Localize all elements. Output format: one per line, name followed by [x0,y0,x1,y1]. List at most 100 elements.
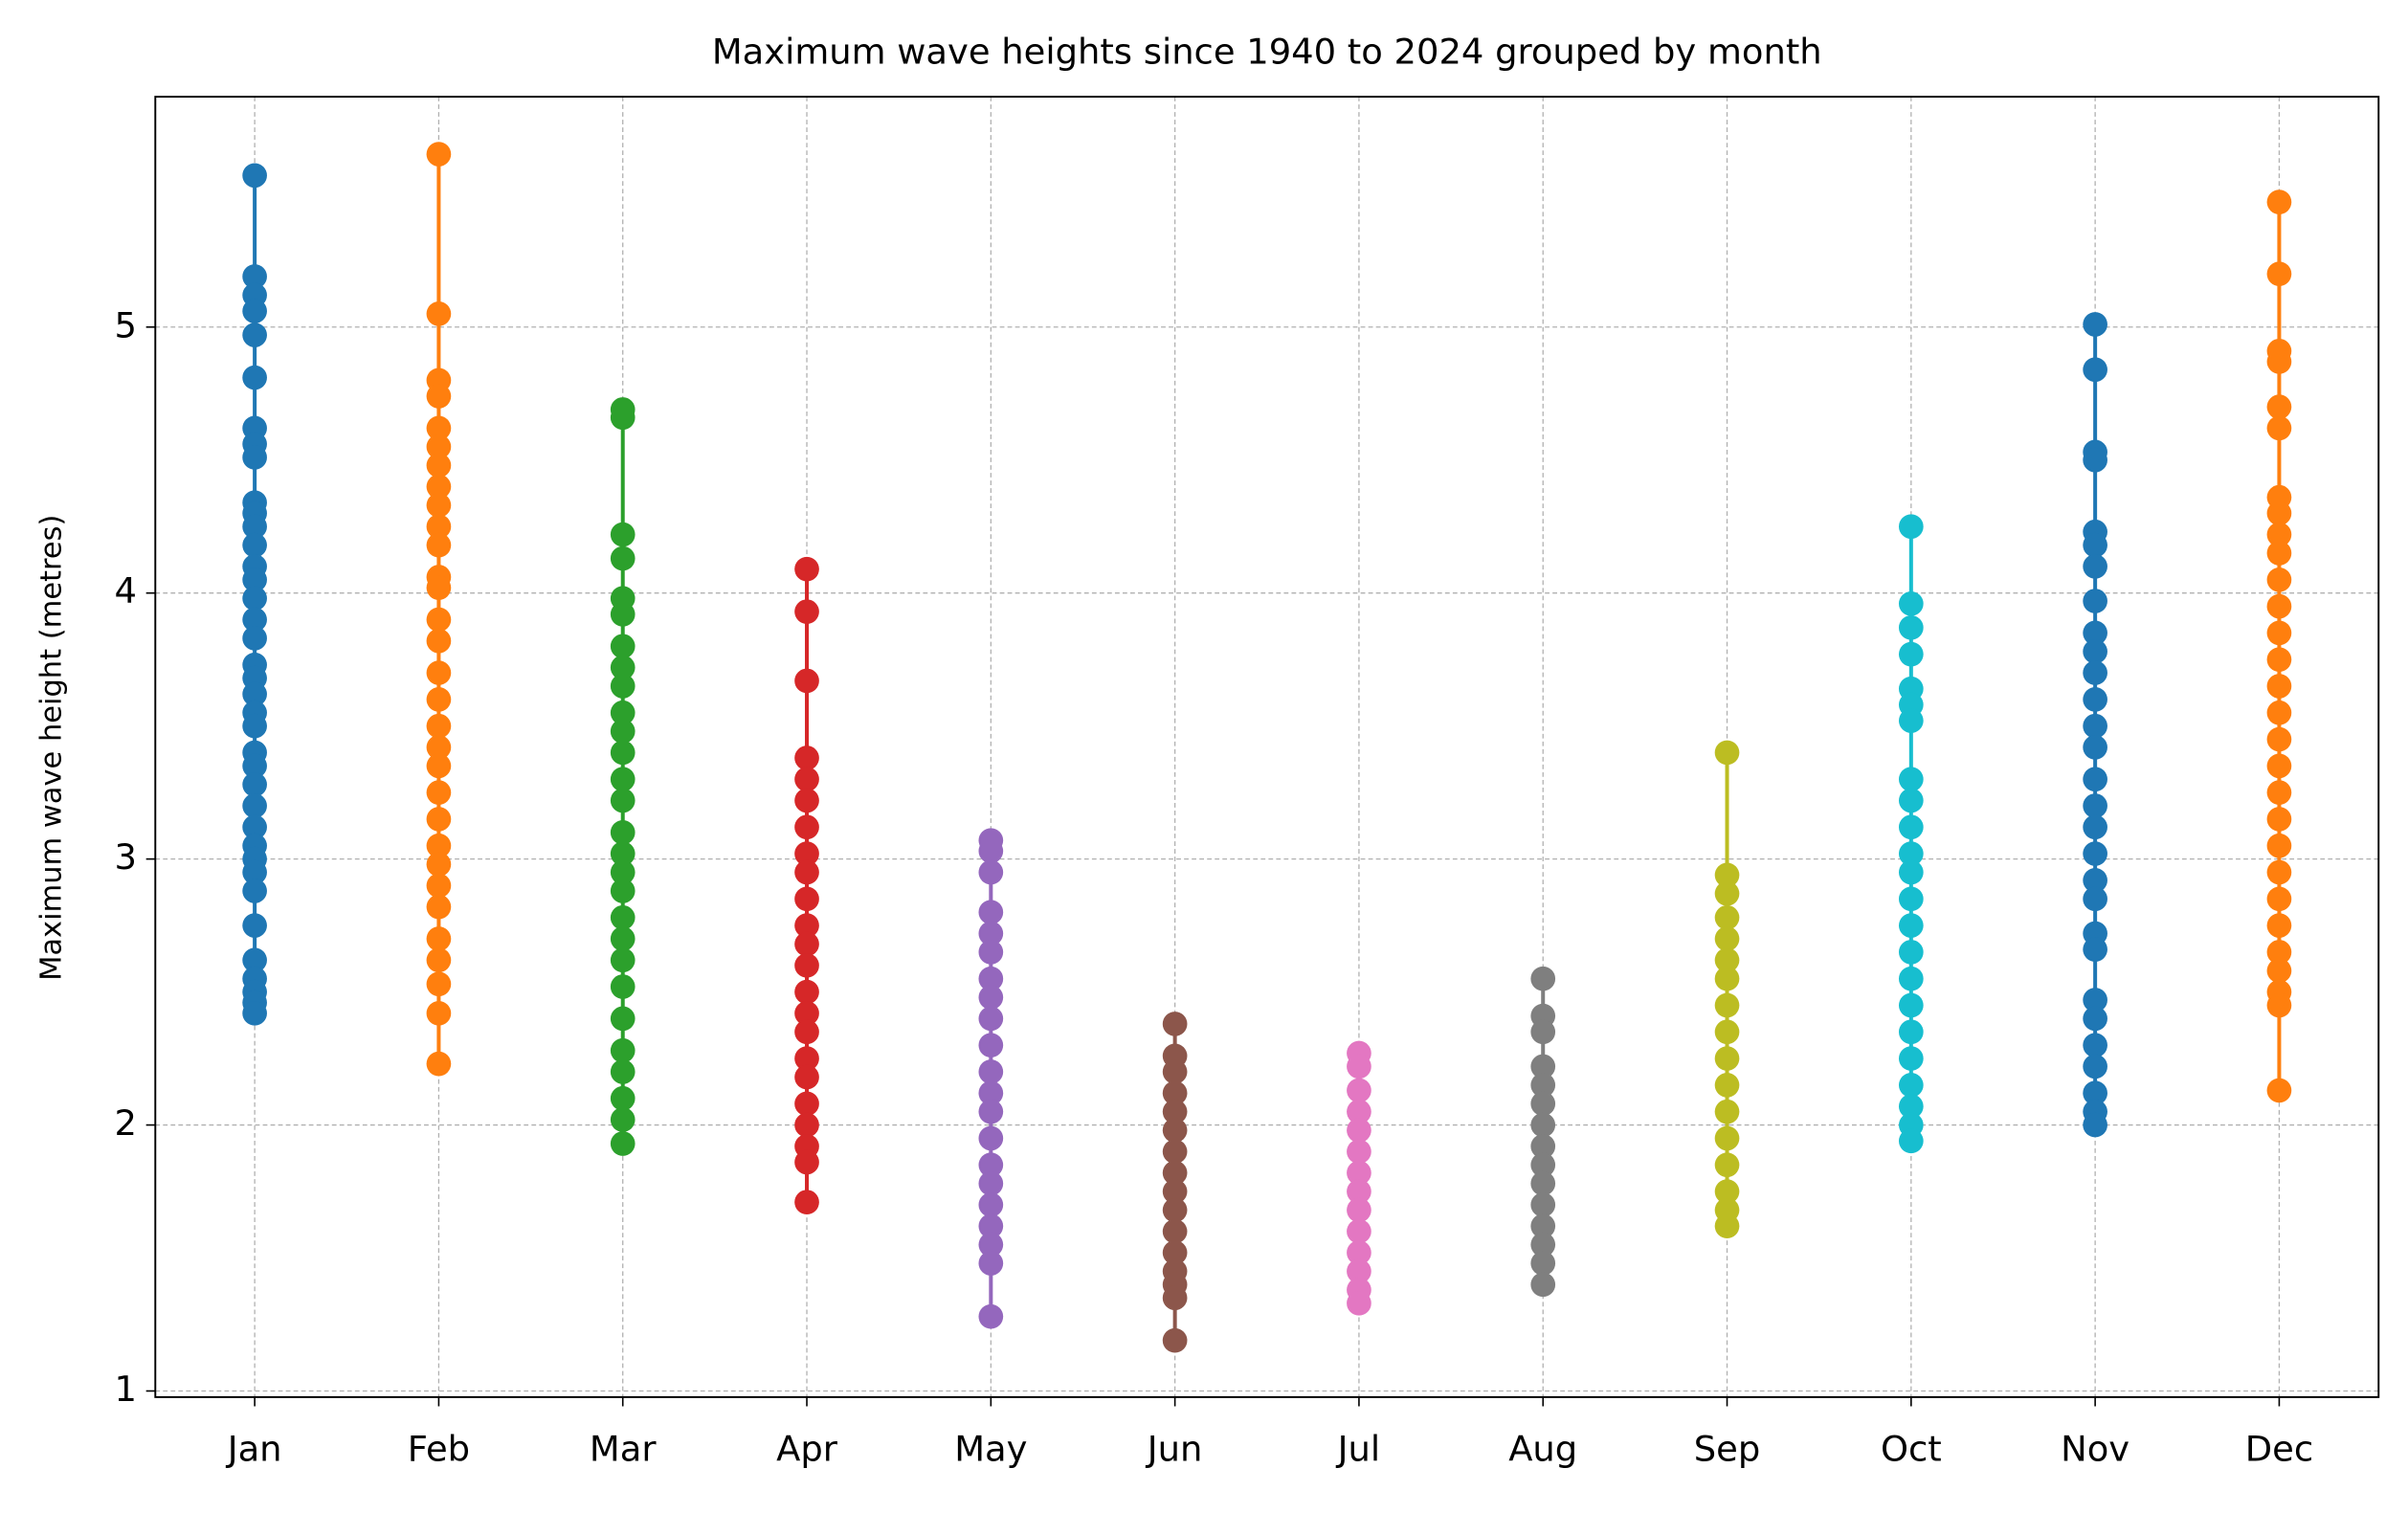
data-point [2083,814,2107,840]
data-point [1898,966,1924,991]
data-point [1347,1099,1371,1124]
data-point [1530,1272,1556,1298]
data-point [1530,1054,1556,1079]
data-point [242,299,267,323]
data-point [610,719,635,745]
data-point [1162,1285,1188,1311]
data-point [1898,841,1924,866]
data-point [242,264,267,289]
data-point [1898,788,1924,813]
data-point [2083,687,2107,712]
data-point [1898,1128,1924,1154]
y-tick-label: 2 [115,1102,137,1144]
data-point [2266,415,2292,441]
data-point [242,681,267,707]
data-point [978,859,1004,885]
data-point [242,947,267,973]
data-point [794,979,819,1005]
data-point [426,735,452,760]
data-point [610,904,635,930]
data-point [2266,1078,2292,1103]
data-point [2266,780,2292,805]
data-point [610,879,635,903]
data-point [978,1059,1004,1084]
data-point [978,1303,1004,1329]
data-point [2083,589,2107,613]
data-point [2083,532,2107,558]
data-point [1347,1258,1371,1284]
data-point [2083,357,2107,383]
data-point [242,323,267,347]
data-point [242,365,267,390]
data-point [610,820,635,845]
data-point [610,674,635,699]
data-point [242,753,267,779]
data-point [2266,940,2292,965]
data-point [610,1131,635,1156]
x-tick-label: Oct [1881,1429,1942,1470]
data-point [1347,1218,1371,1244]
data-point [2083,1033,2107,1058]
data-point [794,841,819,866]
data-point [610,522,635,547]
data-point [426,384,452,409]
x-tick-label: Jun [1146,1429,1203,1470]
data-point [426,474,452,500]
data-point [794,886,819,912]
data-point [1530,1213,1556,1239]
data-point [426,532,452,558]
data-point [2083,447,2107,473]
data-point [2266,620,2292,646]
x-tick-label: Nov [2061,1429,2129,1470]
data-point [978,1213,1004,1239]
data-point [794,668,819,694]
data-point [1898,1019,1924,1045]
data-point [2083,841,2107,866]
data-point [794,767,819,792]
grid [155,97,2379,1397]
data-point [1162,1118,1188,1143]
data-point [426,301,452,326]
data-point [2266,501,2292,526]
data-point [1714,1019,1740,1045]
data-point [1898,514,1924,540]
x-tick-label: Sep [1694,1429,1761,1470]
data-point [2083,639,2107,664]
data-point [978,1033,1004,1058]
data-point [426,894,452,920]
data-point [426,852,452,878]
data-point [610,1006,635,1032]
data-point [1347,1160,1371,1186]
data-point [2083,988,2107,1012]
data-point [2266,189,2292,214]
data-point [978,1170,1004,1196]
data-point [2266,541,2292,566]
data-point [1898,767,1924,792]
data-point [1162,1179,1188,1204]
data-point [610,947,635,973]
data-point [610,974,635,999]
data-point [1898,913,1924,938]
data-point [242,445,267,470]
data-point [1530,1152,1556,1178]
data-point [794,556,819,582]
x-tick-label: Apr [776,1429,838,1470]
y-tick-label: 3 [115,836,137,878]
data-point [1162,1099,1188,1124]
data-point [794,913,819,938]
data-point [426,453,452,478]
data-point [242,859,267,885]
data-point [1347,1197,1371,1223]
data-point [426,926,452,951]
data-point [1162,1080,1188,1106]
y-axis-label: Maximum wave height (metres) [34,515,68,981]
data-point [1162,1218,1188,1244]
data-point [610,859,635,885]
data-point [2266,349,2292,374]
data-point [978,1125,1004,1151]
data-point [610,545,635,571]
data-point [794,745,819,770]
data-point [1530,1170,1556,1196]
data-point [2266,593,2292,619]
